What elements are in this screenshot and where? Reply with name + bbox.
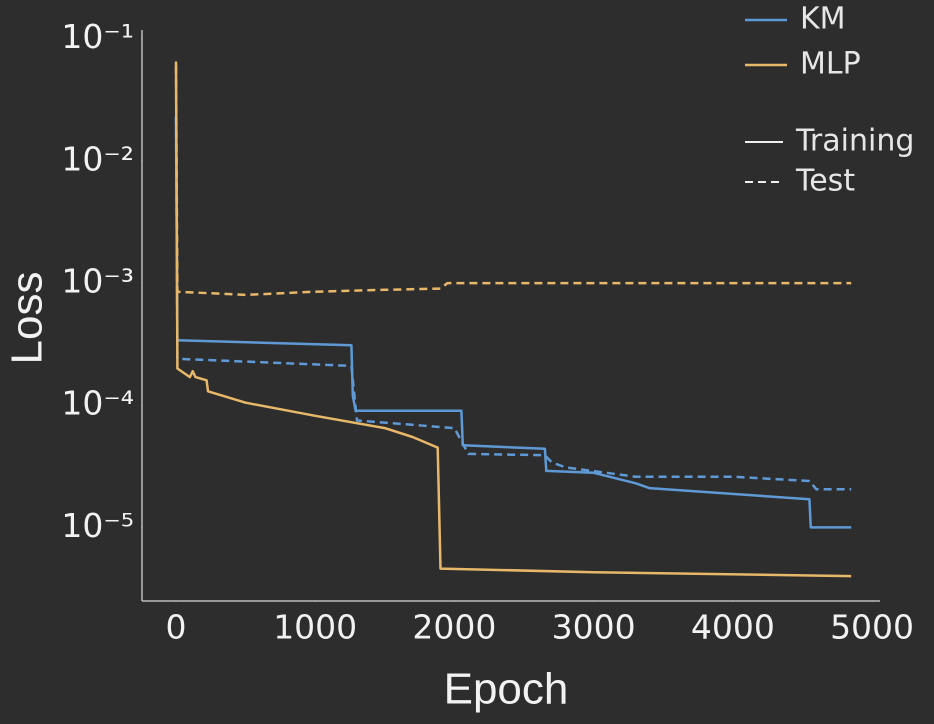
legend-label: Test	[795, 164, 855, 199]
y-tick-label: 10⁻¹	[61, 17, 134, 56]
x-tick-label: 3000	[552, 608, 636, 647]
x-tick-label: 1000	[273, 608, 357, 647]
y-tick-label: 10⁻²	[61, 139, 134, 178]
y-axis-label: Loss	[3, 272, 52, 365]
series-line	[174, 116, 852, 491]
y-tick-label: 10⁻⁴	[61, 384, 134, 423]
legend-label: MLP	[800, 47, 861, 82]
series-line	[174, 116, 852, 529]
y-tick-label: 10⁻⁵	[61, 506, 134, 545]
y-tick-label: 10⁻³	[61, 262, 134, 301]
x-tick-label: 0	[165, 608, 186, 647]
x-axis-label: Epoch	[444, 665, 569, 714]
legend-label: KM	[800, 2, 846, 37]
series-line	[174, 61, 852, 578]
x-tick-label: 2000	[412, 608, 496, 647]
series-line	[174, 65, 852, 297]
x-tick-label: 4000	[691, 608, 775, 647]
x-tick-label: 5000	[830, 608, 914, 647]
legend-label: Training	[795, 124, 914, 159]
